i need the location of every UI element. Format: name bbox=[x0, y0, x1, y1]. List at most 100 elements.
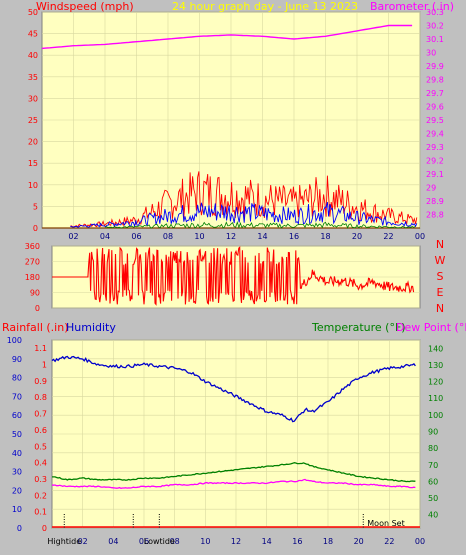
temperature-tick-label: 90 bbox=[428, 428, 438, 437]
temperature-tick-label: 140 bbox=[428, 344, 443, 353]
barometer-tick-label: 29.7 bbox=[426, 89, 444, 98]
x-tick-label: 16 bbox=[289, 232, 299, 241]
windspeed-tick-label: 40 bbox=[28, 51, 38, 60]
barometer-tick-label: 30.1 bbox=[426, 35, 444, 44]
barometer-tick-label: 28.8 bbox=[426, 211, 444, 220]
humidity-tick-label: 70 bbox=[12, 392, 22, 401]
rainfall-tick-label: 0.2 bbox=[34, 491, 47, 500]
rainfall-tick-label: 0.5 bbox=[34, 442, 47, 451]
barometer-tick-label: 28.9 bbox=[426, 197, 444, 206]
direction-tick-label: 360 bbox=[25, 242, 40, 251]
panel1-marks bbox=[41, 24, 420, 229]
panel-wind-barometer: 0 5 10 15 20 25 30 35 40 45 50 28.8 28.9 29 29.1 29.2 29… bbox=[28, 0, 454, 241]
x-tick-label: 06 bbox=[139, 537, 149, 546]
rainfall-tick-label: 0 bbox=[42, 524, 47, 533]
x-tick-label: 14 bbox=[262, 537, 272, 546]
x-tick-label: 02 bbox=[78, 537, 88, 546]
humidity-tick-label: 100 bbox=[7, 336, 22, 345]
temperature-tick-label: 40 bbox=[428, 511, 438, 520]
windspeed-tick-label: 5 bbox=[33, 202, 38, 211]
windspeed-tick-label: 15 bbox=[28, 159, 38, 168]
windspeed-tick-label: 35 bbox=[28, 73, 38, 82]
panel2-grid bbox=[52, 245, 420, 309]
compass-label: N bbox=[436, 238, 444, 251]
windspeed-tick-label: 20 bbox=[28, 138, 38, 147]
windspeed-tick-label: 45 bbox=[28, 30, 38, 39]
x-tick-label: 08 bbox=[170, 537, 180, 546]
rainfall-tick-label: 0.9 bbox=[34, 377, 47, 386]
temperature-tick-label: 70 bbox=[428, 461, 438, 470]
x-tick-label: 12 bbox=[226, 232, 236, 241]
rainfall-tick-label: 0.6 bbox=[34, 426, 47, 435]
direction-tick-label: 0 bbox=[35, 304, 40, 313]
temperature-tick-label: 50 bbox=[428, 494, 438, 503]
windspeed-tick-label: 50 bbox=[28, 8, 38, 17]
temperature-tick-label: 100 bbox=[428, 411, 443, 420]
x-tick-label: 12 bbox=[231, 537, 241, 546]
x-tick-label: 04 bbox=[100, 232, 110, 241]
rainfall-tick-label: 0.7 bbox=[34, 410, 47, 419]
temperature-series bbox=[52, 462, 416, 483]
direction-tick-label: 180 bbox=[25, 273, 40, 282]
panel-temp-humidity: 010203040506070809010000.10.20.30.40.50.… bbox=[2, 321, 466, 546]
windspeed-tick-label: 30 bbox=[28, 94, 38, 103]
wind-low-series bbox=[104, 220, 416, 229]
temperature-axis-label: Temperature (°F) bbox=[311, 321, 406, 334]
barometer-tick-label: 30.2 bbox=[426, 22, 444, 31]
x-tick-label: 20 bbox=[354, 537, 364, 546]
dewpoint-axis-label: Dew Point (°F) bbox=[396, 321, 466, 334]
humidity-series bbox=[51, 355, 416, 423]
wind-direction-series bbox=[52, 246, 415, 306]
barometer-tick-label: 29.8 bbox=[426, 76, 444, 85]
rainfall-tick-label: 1.1 bbox=[34, 344, 47, 353]
temperature-tick-label: 130 bbox=[428, 361, 443, 370]
rainfall-tick-label: 0.8 bbox=[34, 393, 47, 402]
humidity-tick-label: 0 bbox=[17, 524, 22, 533]
panel3-ticks: 010203040506070809010000.10.20.30.40.50.… bbox=[7, 336, 444, 546]
barometer-series bbox=[41, 24, 413, 50]
humidity-tick-label: 90 bbox=[12, 355, 22, 364]
compass-label: N bbox=[436, 302, 444, 315]
x-tick-label: 16 bbox=[292, 537, 302, 546]
compass-label: S bbox=[437, 270, 444, 283]
panel1-ticks: 0 5 10 15 20 25 30 35 40 45 50 28.8 28.9 29 29.1 29.2 29… bbox=[28, 8, 444, 241]
barometer-axis-label: Barometer (.in) bbox=[370, 0, 454, 13]
panel1-grid bbox=[42, 11, 421, 229]
event-marker-label: Lowtide bbox=[144, 537, 175, 546]
compass-label: E bbox=[437, 286, 444, 299]
x-tick-label: 18 bbox=[323, 537, 333, 546]
x-tick-label: 00 bbox=[415, 232, 425, 241]
wind-gust-series bbox=[70, 171, 418, 228]
x-tick-label: 18 bbox=[320, 232, 330, 241]
temperature-tick-label: 110 bbox=[428, 394, 443, 403]
humidity-tick-label: 40 bbox=[12, 449, 22, 458]
direction-tick-label: 90 bbox=[30, 289, 40, 298]
compass-label: W bbox=[435, 254, 446, 267]
temperature-tick-label: 120 bbox=[428, 378, 443, 387]
x-tick-label: 10 bbox=[194, 232, 204, 241]
windspeed-tick-label: 25 bbox=[28, 116, 38, 125]
barometer-tick-label: 29.4 bbox=[426, 130, 444, 139]
humidity-tick-label: 60 bbox=[12, 411, 22, 420]
humidity-tick-label: 50 bbox=[12, 430, 22, 439]
x-tick-label: 22 bbox=[383, 232, 393, 241]
panel3-marks bbox=[51, 355, 420, 528]
chart-title: 24 hour graph day - June 13 2023 bbox=[172, 0, 358, 13]
windspeed-tick-label: 10 bbox=[28, 181, 38, 190]
rainfall-tick-label: 0.1 bbox=[34, 508, 47, 517]
barometer-tick-label: 29.3 bbox=[426, 143, 444, 152]
barometer-tick-label: 29.9 bbox=[426, 62, 444, 71]
humidity-tick-label: 80 bbox=[12, 374, 22, 383]
barometer-tick-label: 30 bbox=[426, 49, 436, 58]
rainfall-tick-label: 0.4 bbox=[34, 459, 47, 468]
panel3-grid bbox=[52, 339, 421, 529]
dewpoint-series bbox=[51, 478, 416, 489]
temperature-tick-label: 60 bbox=[428, 477, 438, 486]
rainfall-axis-label: Rainfall (.in) bbox=[2, 321, 69, 334]
windspeed-axis-label: Windspeed (mph) bbox=[36, 0, 134, 13]
wind-avg-series bbox=[70, 201, 418, 228]
